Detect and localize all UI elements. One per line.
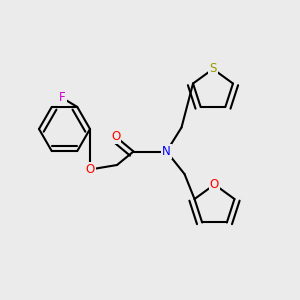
Text: O: O: [111, 130, 120, 143]
Text: S: S: [209, 62, 217, 76]
Text: O: O: [85, 163, 94, 176]
Text: O: O: [210, 178, 219, 191]
Text: F: F: [59, 92, 66, 104]
Text: N: N: [162, 145, 171, 158]
